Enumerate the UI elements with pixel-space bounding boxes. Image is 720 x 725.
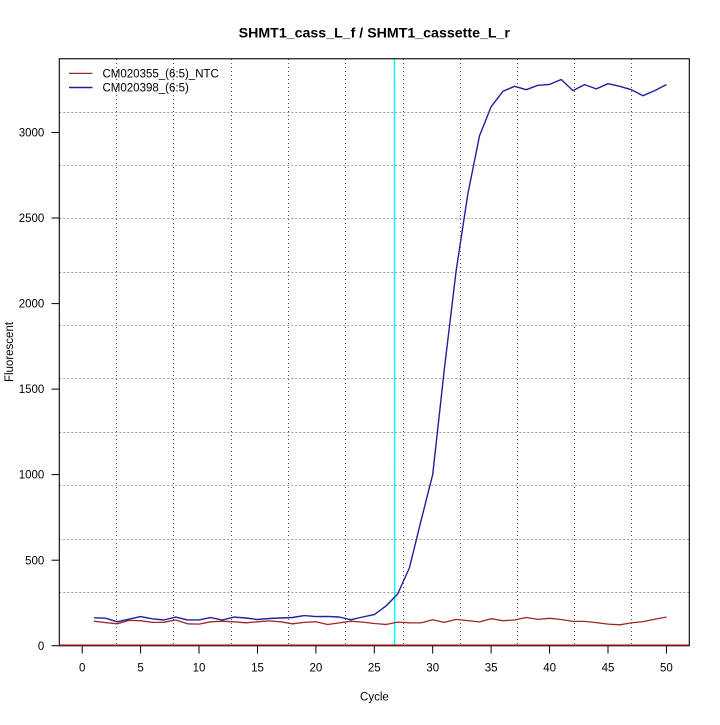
svg-text:0: 0 [79, 662, 85, 674]
svg-text:3000: 3000 [19, 128, 45, 140]
svg-text:500: 500 [25, 555, 44, 567]
svg-text:20: 20 [310, 662, 323, 674]
svg-text:1500: 1500 [19, 384, 45, 396]
svg-text:Cycle: Cycle [360, 691, 389, 703]
svg-text:30: 30 [426, 662, 439, 674]
svg-text:5: 5 [137, 662, 143, 674]
svg-text:2000: 2000 [19, 299, 45, 311]
svg-text:25: 25 [368, 662, 381, 674]
svg-text:CM020355_(6:5)_NTC: CM020355_(6:5)_NTC [103, 69, 219, 81]
svg-text:1000: 1000 [19, 470, 45, 482]
svg-text:45: 45 [602, 662, 615, 674]
svg-text:50: 50 [660, 662, 673, 674]
svg-text:15: 15 [251, 662, 264, 674]
svg-text:CM020398_(6:5): CM020398_(6:5) [103, 83, 189, 95]
svg-text:35: 35 [485, 662, 498, 674]
svg-text:10: 10 [193, 662, 206, 674]
svg-text:SHMT1_cass_L_f / SHMT1_cassett: SHMT1_cass_L_f / SHMT1_cassette_L_r [239, 26, 511, 42]
svg-text:Fluorescent: Fluorescent [4, 321, 16, 382]
svg-text:0: 0 [38, 641, 44, 653]
svg-text:40: 40 [543, 662, 556, 674]
svg-text:2500: 2500 [19, 213, 45, 225]
